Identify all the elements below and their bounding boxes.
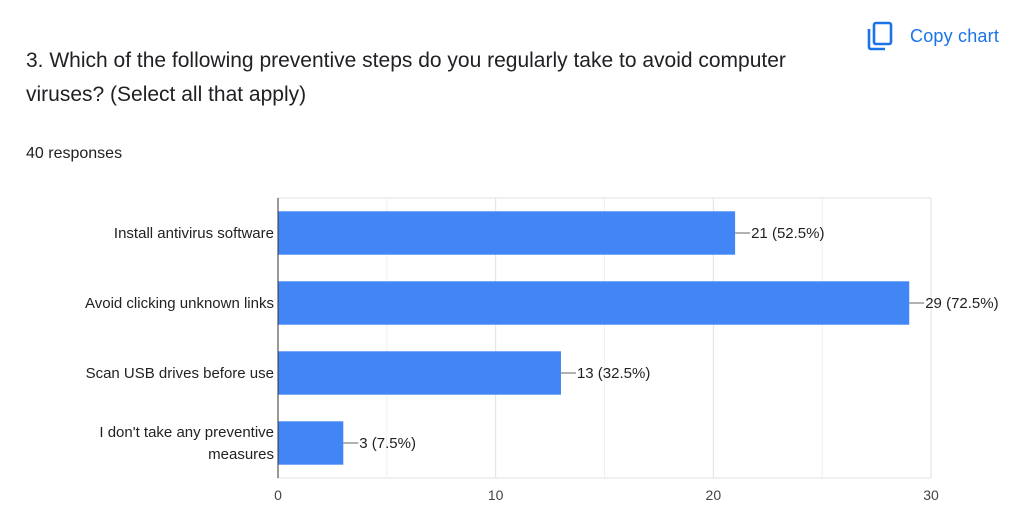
x-tick-label: 0	[274, 487, 282, 503]
data-label: 21 (52.5%)	[751, 225, 824, 242]
x-tick-label: 10	[488, 487, 504, 503]
copy-chart-label: Copy chart	[910, 25, 1000, 46]
bar	[278, 281, 910, 325]
copy-icon	[866, 21, 894, 51]
x-tick-label: 20	[706, 487, 722, 503]
data-label: 13 (32.5%)	[577, 365, 650, 382]
bar	[278, 351, 561, 395]
question-title: 3. Which of the following preventive ste…	[26, 49, 786, 106]
x-tick-label: 30	[923, 487, 939, 503]
category-label: measures	[208, 446, 274, 463]
bar	[278, 421, 344, 465]
category-label: I don't take any preventive	[99, 424, 274, 441]
category-label: Scan USB drives before use	[86, 365, 274, 382]
category-label: Install antivirus software	[114, 225, 274, 242]
copy-chart-button[interactable]: Copy chart	[866, 20, 999, 52]
bar	[278, 211, 736, 255]
data-label: 29 (72.5%)	[925, 295, 998, 312]
category-label: Avoid clicking unknown links	[85, 295, 274, 312]
data-label: 3 (7.5%)	[359, 435, 416, 452]
response-count: 40 responses	[26, 145, 123, 162]
